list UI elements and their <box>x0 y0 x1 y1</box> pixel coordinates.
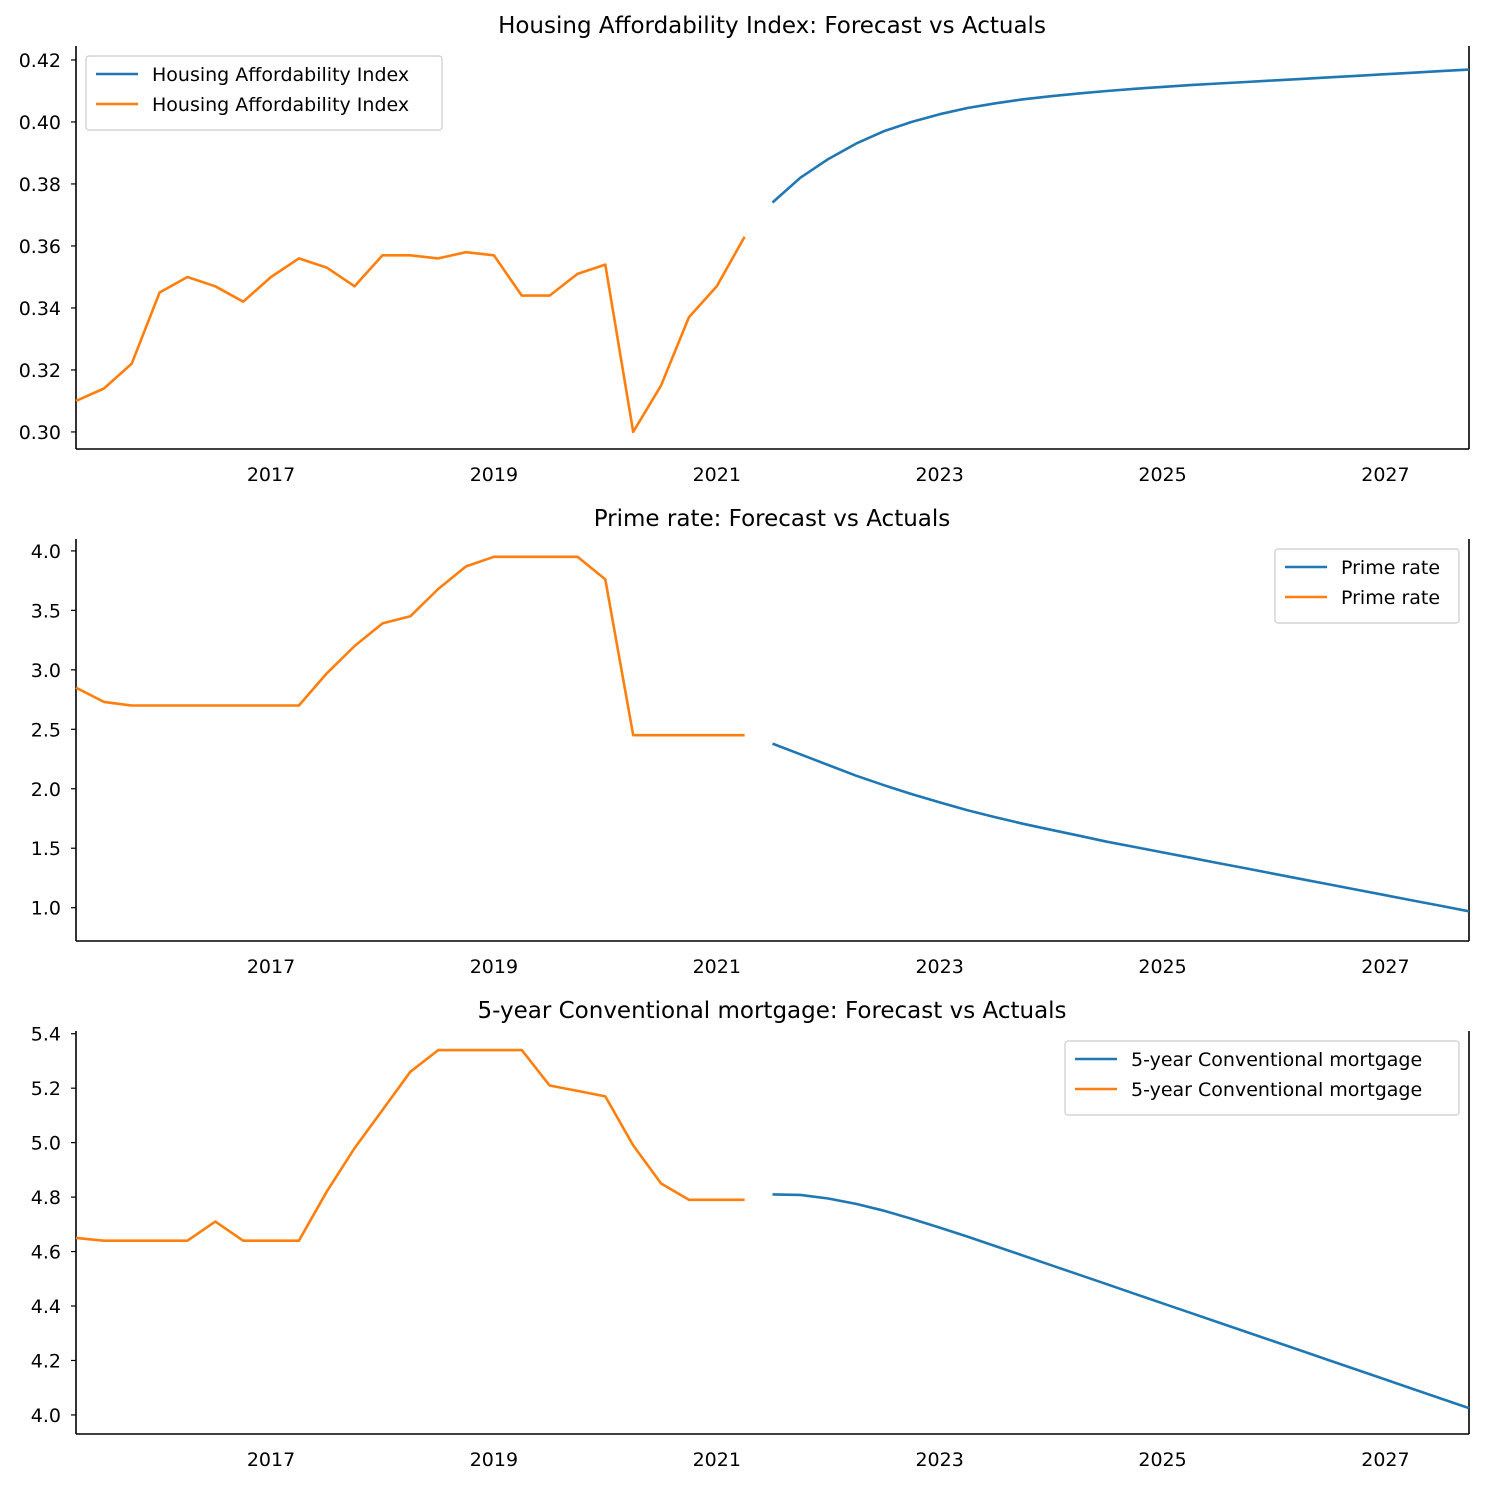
axes: 2017 2019 2021 2023 2025 2027 0.30 0.32 0.34 0.36… <box>19 46 1470 486</box>
legend-box <box>1064 1040 1460 1116</box>
chart-title: Prime rate: Forecast vs Actuals <box>594 506 951 532</box>
legend-item-actual: Housing Affordability Index <box>96 94 409 116</box>
legend-label: Housing Affordability Index <box>152 64 409 86</box>
x-tick-label: 2017 <box>247 956 295 978</box>
y-tick-label: 2.5 <box>31 719 61 741</box>
legend-item-actual: 5-year Conventional mortgage <box>1075 1079 1422 1101</box>
legend-label: 5-year Conventional mortgage <box>1131 1079 1422 1101</box>
x-tick-label: 2027 <box>1361 464 1409 486</box>
legend-label: Prime rate <box>1341 557 1440 579</box>
legend-item-forecast: Prime rate <box>1285 557 1440 579</box>
y-tick-label: 0.34 <box>19 298 61 320</box>
y-tick-label: 5.2 <box>31 1078 61 1100</box>
x-tick-label: 2017 <box>247 464 295 486</box>
y-tick-label: 0.32 <box>19 360 61 382</box>
x-tick-label: 2025 <box>1138 1449 1186 1471</box>
y-tick-label: 4.0 <box>31 1405 61 1427</box>
x-tick-label: 2027 <box>1361 956 1409 978</box>
chart-title: 5-year Conventional mortgage: Forecast v… <box>477 998 1066 1024</box>
axes: 2017 2019 2021 2023 2025 2027 4.0 4.2 4.4 4.6 4.8 5… <box>31 1024 1470 1471</box>
x-tick-label: 2025 <box>1138 956 1186 978</box>
y-tick-label: 2.0 <box>31 779 61 801</box>
panel-prime-rate: Prime rate: Forecast vs Actuals 2017 2019… <box>31 506 1470 978</box>
x-tick-label: 2019 <box>470 956 518 978</box>
legend-label: Housing Affordability Index <box>152 94 409 116</box>
series-layer <box>75 68 1470 434</box>
x-tick-label: 2023 <box>915 1449 963 1471</box>
x-tick-label: 2023 <box>915 956 963 978</box>
y-tick-label: 1.0 <box>31 898 61 920</box>
x-tick-label: 2025 <box>1138 464 1186 486</box>
y-tick-label: 4.0 <box>31 541 61 563</box>
y-tick-label: 5.0 <box>31 1133 61 1155</box>
series-line-actual <box>75 236 746 434</box>
x-tick-label: 2017 <box>247 1449 295 1471</box>
y-tick-label: 1.5 <box>31 838 61 860</box>
y-tick-label: 0.42 <box>19 50 61 72</box>
x-tick-label: 2019 <box>470 1449 518 1471</box>
legend-box <box>85 55 443 131</box>
y-tick-label: 5.4 <box>31 1024 61 1046</box>
series-line-actual <box>75 1048 745 1242</box>
legend-label: 5-year Conventional mortgage <box>1131 1049 1422 1071</box>
series-line-forecast <box>772 742 1470 913</box>
y-tick-label: 4.8 <box>31 1187 61 1209</box>
y-tick-label: 3.5 <box>31 600 61 622</box>
x-tick-label: 2021 <box>693 1449 741 1471</box>
series-line-forecast <box>772 1193 1470 1410</box>
series-layer <box>75 1048 1470 1410</box>
x-tick-label: 2027 <box>1361 1449 1409 1471</box>
panel-housing-affordability: Housing Affordability Index: Forecast vs… <box>19 13 1470 486</box>
y-tick-label: 0.40 <box>19 112 61 134</box>
y-tick-label: 0.38 <box>19 174 61 196</box>
y-tick-label: 4.4 <box>31 1296 61 1318</box>
y-tick-label: 4.2 <box>31 1350 61 1372</box>
series-line-actual <box>75 555 745 737</box>
legend-item-actual: Prime rate <box>1285 587 1440 609</box>
legend-item-forecast: Housing Affordability Index <box>96 64 409 86</box>
y-tick-label: 4.6 <box>31 1242 61 1264</box>
y-tick-label: 3.0 <box>31 660 61 682</box>
x-tick-label: 2023 <box>915 464 963 486</box>
panel-conventional-mortgage: 5-year Conventional mortgage: Forecast v… <box>31 998 1470 1471</box>
y-tick-label: 0.30 <box>19 422 61 444</box>
legend: Prime rate Prime rate <box>1274 548 1460 624</box>
axes: 2017 2019 2021 2023 2025 2027 1.0 1.5 2.0 2.5 3.0 3… <box>31 539 1470 978</box>
x-tick-label: 2019 <box>470 464 518 486</box>
x-tick-label: 2021 <box>693 956 741 978</box>
series-line-forecast <box>771 68 1470 204</box>
x-tick-label: 2021 <box>693 464 741 486</box>
chart-title: Housing Affordability Index: Forecast vs… <box>498 13 1046 39</box>
legend: 5-year Conventional mortgage 5-year Conve… <box>1064 1040 1460 1116</box>
series-layer <box>75 555 1470 913</box>
y-tick-label: 0.36 <box>19 236 61 258</box>
legend: Housing Affordability Index Housing Affor… <box>85 55 443 131</box>
legend-label: Prime rate <box>1341 587 1440 609</box>
legend-item-forecast: 5-year Conventional mortgage <box>1075 1049 1422 1071</box>
